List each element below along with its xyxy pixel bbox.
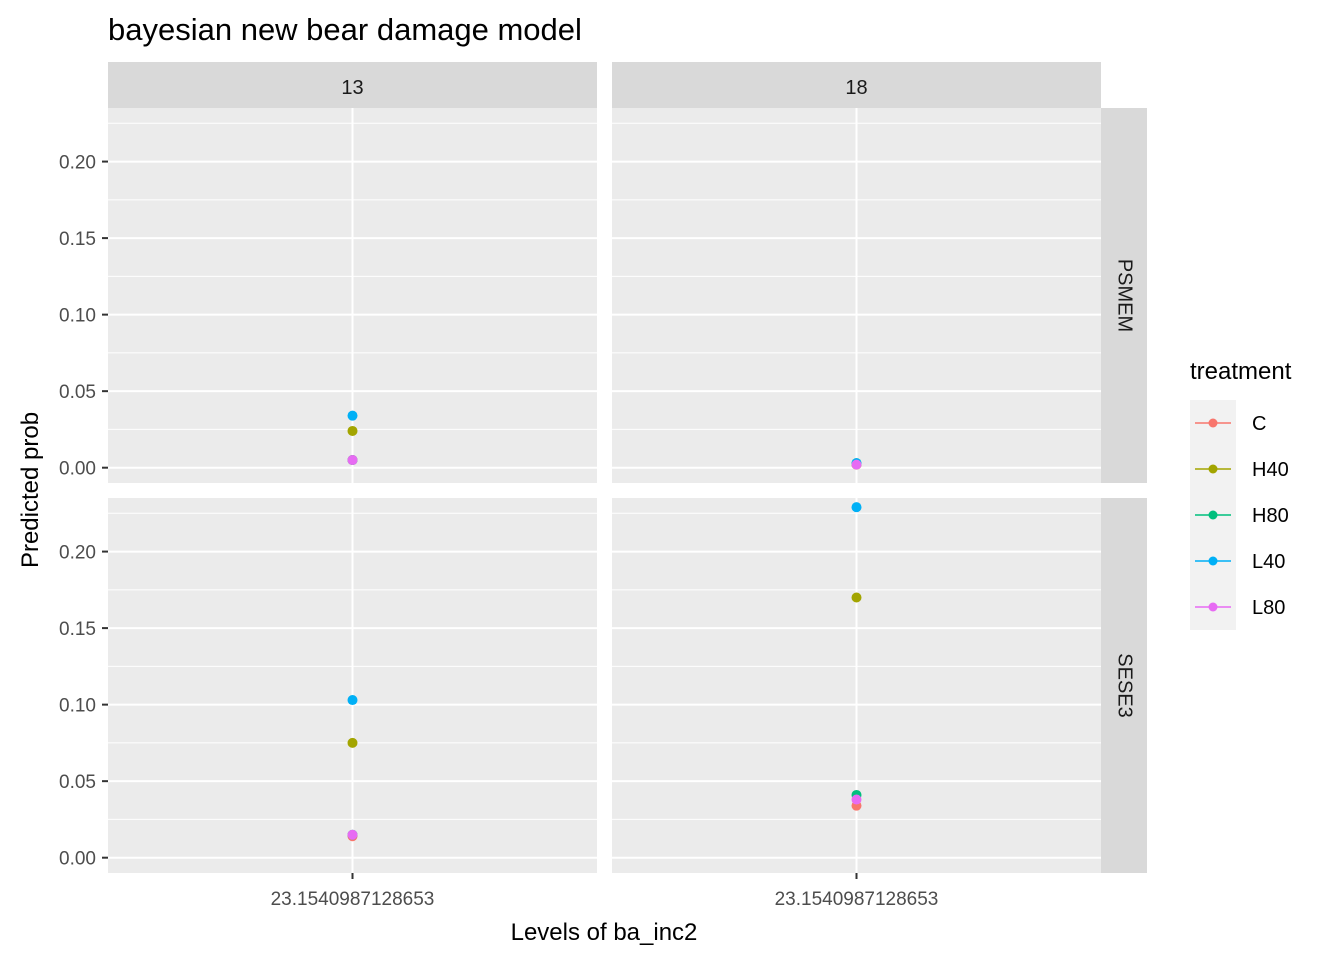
- facet-strip-row-PSMEM: [1101, 108, 1147, 483]
- facet-strip-col-18: [612, 62, 1101, 108]
- facet-strip-label: 13: [341, 77, 363, 99]
- point-H40-13-PSMEM: [347, 425, 358, 436]
- point-L80-13-SESE3: [347, 829, 358, 840]
- chart-title: bayesian new bear damage model: [108, 12, 582, 47]
- x-tick-label: 23.1540987128653: [775, 889, 939, 910]
- legend-key-point: [1208, 464, 1218, 474]
- x-tick-label: 23.1540987128653: [271, 889, 435, 910]
- y-tick-label: 0.20: [59, 153, 96, 174]
- x-axis-label: Levels of ba_inc2: [511, 919, 698, 946]
- legend-label-L40: L40: [1252, 551, 1285, 573]
- point-L80-18-PSMEM: [851, 459, 862, 470]
- point-L80-18-SESE3: [851, 794, 862, 805]
- legend-key-point: [1208, 418, 1218, 428]
- y-tick-label: 0.00: [59, 459, 96, 480]
- facet-strip-label: PSMEM: [1114, 259, 1136, 332]
- legend-label-C: C: [1252, 413, 1266, 435]
- facet-strip-label: SESE3: [1114, 653, 1136, 717]
- y-tick-label: 0.20: [59, 543, 96, 564]
- y-tick-label: 0.05: [59, 382, 96, 403]
- legend-key-point: [1208, 556, 1218, 566]
- facet-strip-row-SESE3: [1101, 498, 1147, 873]
- point-H40-13-SESE3: [347, 737, 358, 748]
- legend-label-H80: H80: [1252, 505, 1289, 527]
- legend-label-L80: L80: [1252, 597, 1285, 619]
- legend-key-point: [1208, 510, 1218, 520]
- point-L80-13-PSMEM: [347, 455, 358, 466]
- point-H40-18-SESE3: [851, 592, 862, 603]
- y-tick-label: 0.00: [59, 849, 96, 870]
- y-axis-label: Predicted prob: [17, 412, 44, 568]
- facet-strip-col-13: [108, 62, 597, 108]
- facet-panels: 13 18 PSMEM SESE3 0.00 0.05 0.10 0.15 0.20 0.00 0.…: [59, 62, 1147, 910]
- y-tick-label: 0.10: [59, 696, 96, 717]
- point-L40-13-PSMEM: [347, 410, 358, 421]
- legend-key-point: [1208, 602, 1218, 612]
- y-tick-label: 0.10: [59, 306, 96, 327]
- legend-title: treatment: [1190, 358, 1292, 385]
- y-tick-label: 0.15: [59, 619, 96, 640]
- legend: treatment C H40 H80 L40 L80: [1190, 358, 1292, 630]
- facet-strip-label: 18: [845, 77, 867, 99]
- y-tick-label: 0.05: [59, 772, 96, 793]
- legend-label-H40: H40: [1252, 459, 1289, 481]
- y-tick-label: 0.15: [59, 229, 96, 250]
- point-L40-18-SESE3: [851, 502, 862, 513]
- point-L40-13-SESE3: [347, 695, 358, 706]
